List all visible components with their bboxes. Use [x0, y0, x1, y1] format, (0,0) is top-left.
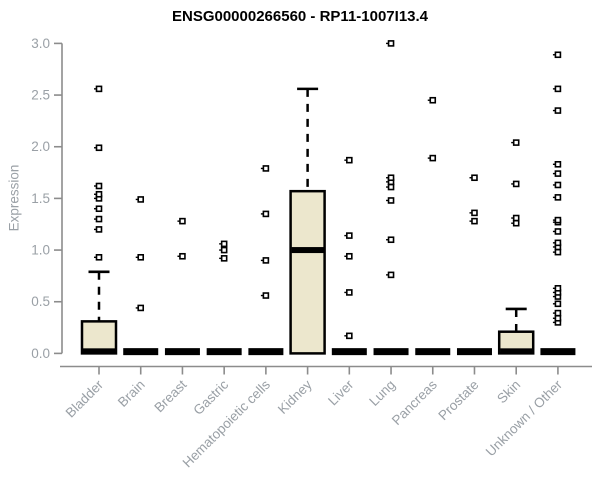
collapsed-box [540, 348, 576, 356]
collapsed-box [206, 348, 242, 356]
collapsed-box [248, 348, 284, 356]
outlier-point [429, 96, 437, 104]
outlier-point [220, 246, 228, 254]
category-label: Bladder [63, 377, 107, 421]
y-tick-label: 3.0 [31, 36, 50, 51]
outlier-point [95, 205, 103, 213]
outlier-point [471, 217, 478, 225]
outlier-point [554, 107, 562, 114]
outlier-point [512, 214, 520, 222]
outlier-point [346, 232, 353, 239]
median-line [500, 348, 533, 355]
box [289, 189, 326, 355]
collapsed-box [373, 348, 409, 356]
collapsed-box [456, 348, 492, 356]
category-label: Brain [115, 377, 148, 410]
outlier-point [220, 240, 228, 248]
outlier-point [554, 216, 562, 224]
outlier-point [554, 181, 562, 189]
category-label: Prostate [435, 377, 481, 423]
y-tick-label: 1.5 [31, 191, 50, 206]
outlier-point [95, 85, 103, 93]
median-line [291, 247, 324, 254]
y-tick-label: 0.5 [31, 294, 50, 309]
collapsed-box [164, 348, 200, 356]
category-label: Breast [151, 377, 189, 415]
outlier-point [429, 154, 437, 162]
outlier-point [554, 239, 562, 247]
outlier-point [554, 309, 562, 317]
outlier-point [512, 139, 520, 146]
outlier-point [346, 332, 353, 340]
collapsed-box [123, 348, 159, 356]
category-label: Unknown / Other [483, 377, 566, 460]
outlier-point [554, 228, 562, 235]
outlier-point [554, 248, 562, 256]
outlier-point [387, 271, 395, 279]
outlier-point [262, 210, 270, 218]
outlier-point [387, 183, 395, 191]
outlier-point [554, 51, 562, 59]
category-label: Pancreas [389, 377, 440, 428]
outlier-point [554, 314, 562, 322]
y-tick-label: 0.0 [31, 346, 50, 361]
outlier-point [95, 182, 103, 190]
outlier-point [95, 254, 103, 261]
outlier-point [179, 252, 186, 260]
outlier-point [512, 219, 520, 227]
outlier-point [95, 190, 103, 198]
outlier-point [387, 197, 395, 204]
outlier-point [471, 209, 478, 217]
outlier-point [346, 252, 353, 260]
outlier-point [95, 215, 103, 223]
category-label: Gastric [190, 377, 231, 418]
outlier-point [387, 40, 395, 47]
outlier-point [95, 144, 103, 152]
outlier-point [220, 255, 228, 262]
outlier-point [137, 304, 145, 312]
outlier-point [512, 180, 520, 188]
median-line [83, 348, 115, 355]
y-tick-label: 2.0 [31, 139, 50, 154]
outlier-point [179, 217, 186, 225]
outlier-point [387, 236, 395, 244]
category-label: Skin [494, 377, 523, 406]
box [80, 320, 118, 355]
outlier-point [554, 194, 562, 201]
outlier-point [554, 85, 562, 93]
outlier-point [554, 161, 562, 168]
outlier-point [137, 196, 145, 203]
y-tick-label: 2.5 [31, 88, 50, 103]
outlier-point [262, 257, 270, 264]
collapsed-box [415, 348, 451, 356]
category-label: Liver [325, 377, 357, 409]
outlier-point [137, 254, 145, 261]
outlier-point [387, 174, 395, 182]
category-label: Lung [366, 377, 398, 409]
outlier-point [554, 284, 562, 292]
outlier-point [346, 289, 353, 296]
outlier-point [554, 170, 562, 177]
outlier-point [95, 226, 103, 233]
outlier-point [471, 174, 478, 182]
category-label: Kidney [275, 377, 315, 417]
collapsed-box [331, 348, 367, 356]
outlier-point [262, 292, 270, 299]
outlier-point [262, 165, 270, 172]
chart-title: ENSG00000266560 - RP11-1007I13.4 [171, 8, 429, 25]
outlier-point [346, 156, 353, 164]
outlier-point [554, 300, 562, 308]
y-tick-label: 1.0 [31, 243, 50, 258]
